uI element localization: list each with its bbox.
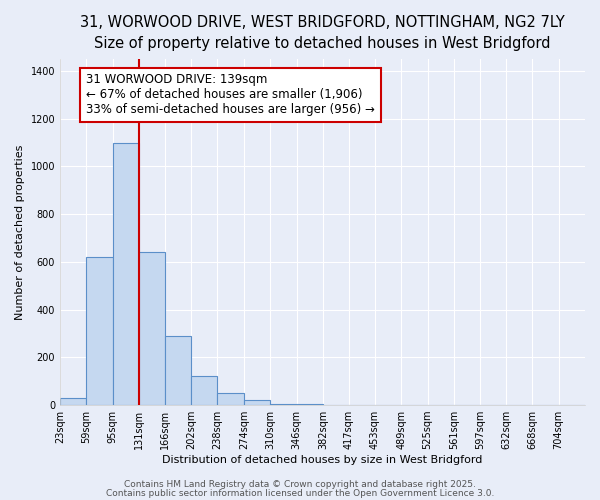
X-axis label: Distribution of detached houses by size in West Bridgford: Distribution of detached houses by size … xyxy=(163,455,483,465)
Bar xyxy=(244,400,270,405)
Bar xyxy=(165,336,191,405)
Text: 31 WORWOOD DRIVE: 139sqm
← 67% of detached houses are smaller (1,906)
33% of sem: 31 WORWOOD DRIVE: 139sqm ← 67% of detach… xyxy=(86,74,375,116)
Bar xyxy=(296,404,323,405)
Title: 31, WORWOOD DRIVE, WEST BRIDGFORD, NOTTINGHAM, NG2 7LY
Size of property relative: 31, WORWOOD DRIVE, WEST BRIDGFORD, NOTTI… xyxy=(80,15,565,51)
Bar xyxy=(191,376,217,405)
Y-axis label: Number of detached properties: Number of detached properties xyxy=(15,144,25,320)
Bar xyxy=(86,257,113,405)
Bar xyxy=(270,404,296,405)
Bar xyxy=(60,398,86,405)
Bar xyxy=(139,252,165,405)
Bar xyxy=(113,142,139,405)
Bar xyxy=(217,393,244,405)
Text: Contains HM Land Registry data © Crown copyright and database right 2025.: Contains HM Land Registry data © Crown c… xyxy=(124,480,476,489)
Text: Contains public sector information licensed under the Open Government Licence 3.: Contains public sector information licen… xyxy=(106,488,494,498)
